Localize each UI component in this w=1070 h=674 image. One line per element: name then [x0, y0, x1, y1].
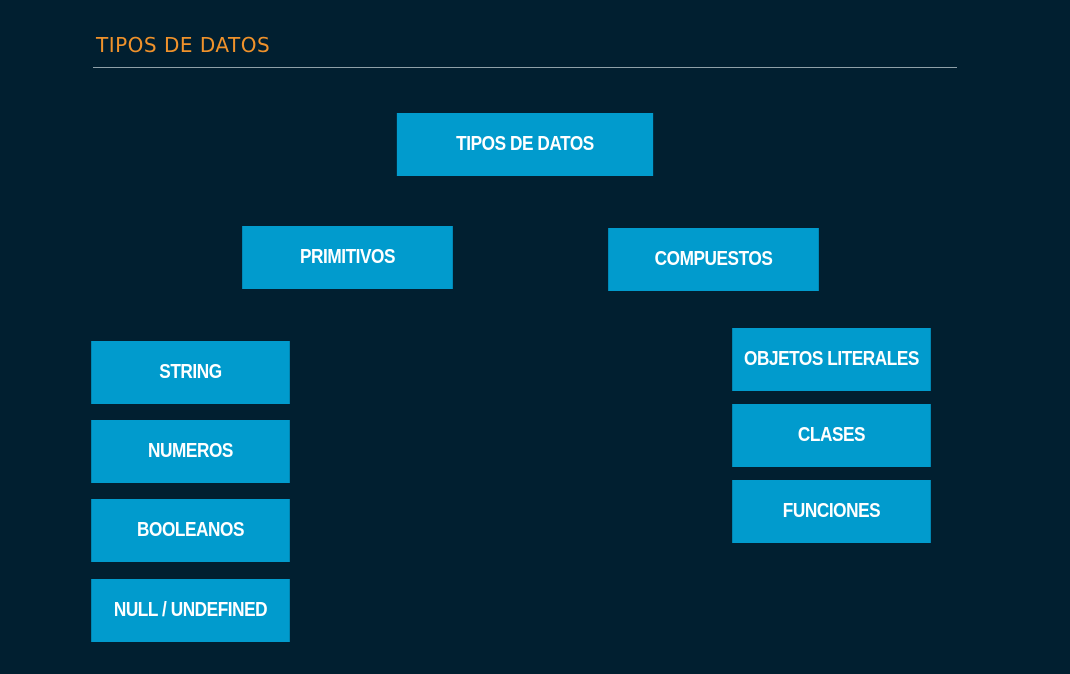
primitivos-node-label: PRIMITIVOS	[299, 246, 396, 268]
page-title: TIPOS DE DATOS	[96, 33, 271, 57]
leaf-label: NUMEROS	[148, 440, 233, 462]
leaf-label: NULL / UNDEFINED	[113, 599, 268, 621]
leaf-label: OBJETOS LITERALES	[744, 348, 919, 370]
header-divider	[93, 67, 957, 68]
leaf-clases: CLASES	[732, 404, 931, 467]
leaf-funciones: FUNCIONES	[732, 480, 931, 543]
leaf-label: CLASES	[797, 424, 866, 446]
primitivos-node: PRIMITIVOS	[242, 226, 453, 289]
leaf-label: FUNCIONES	[782, 500, 881, 522]
leaf-null-undefined: NULL / UNDEFINED	[91, 579, 290, 642]
leaf-label: BOOLEANOS	[137, 519, 244, 541]
compuestos-node-label: COMPUESTOS	[654, 248, 773, 270]
leaf-numeros: NUMEROS	[91, 420, 290, 483]
compuestos-node: COMPUESTOS	[608, 228, 819, 291]
leaf-label: STRING	[159, 361, 222, 383]
root-node-label: TIPOS DE DATOS	[456, 133, 594, 155]
leaf-booleanos: BOOLEANOS	[91, 499, 290, 562]
root-node: TIPOS DE DATOS	[396, 113, 654, 176]
leaf-objetos-literales: OBJETOS LITERALES	[732, 328, 931, 391]
leaf-string: STRING	[91, 341, 290, 404]
